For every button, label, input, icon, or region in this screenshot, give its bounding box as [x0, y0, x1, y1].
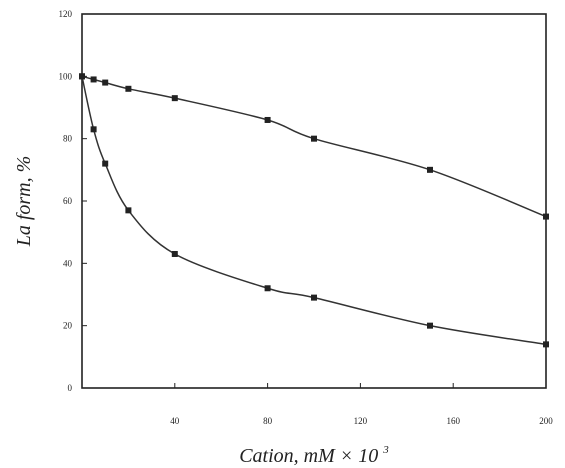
data-point [79, 73, 85, 80]
data-point [171, 95, 178, 102]
data-point [264, 285, 271, 292]
y-axis-ticks: 0 20 40 60 80 100 120 [59, 9, 87, 393]
data-point [311, 135, 317, 142]
data-point [427, 322, 433, 329]
x-axis-label-main: Cation, mM × 10 [239, 445, 378, 467]
data-point [125, 85, 132, 92]
series-line [81, 75, 547, 218]
y-tick-label: 100 [59, 71, 73, 81]
data-point [543, 341, 549, 348]
y-tick-label: 60 [63, 196, 73, 206]
y-tick-label: 120 [59, 9, 73, 19]
x-tick-label: 40 [170, 416, 180, 426]
y-tick-label: 20 [63, 321, 73, 331]
series-line [81, 76, 547, 346]
data-point [90, 76, 97, 83]
plot-frame [81, 13, 547, 389]
x-tick-label: 120 [354, 416, 368, 426]
data-point [102, 79, 109, 86]
series-1 [79, 73, 549, 220]
data-point [543, 213, 549, 220]
data-point [90, 126, 97, 133]
x-axis-ticks: 40 80 120 160 200 [170, 383, 553, 426]
x-axis-label-superscript: 3 [382, 444, 389, 456]
y-tick-label: 0 [68, 383, 73, 393]
data-point [311, 294, 317, 301]
data-point [125, 207, 132, 214]
data-point [264, 116, 271, 123]
series-2 [79, 73, 549, 348]
x-tick-label: 160 [446, 416, 460, 426]
series-layer [79, 73, 549, 348]
x-tick-label: 80 [263, 416, 273, 426]
x-tick-label: 200 [539, 416, 553, 426]
data-point [427, 166, 433, 173]
y-tick-label: 80 [63, 134, 73, 144]
x-axis-label: Cation, mM × 10 3 [239, 444, 389, 467]
data-point [102, 160, 109, 167]
y-axis-label: La form, % [13, 156, 35, 248]
data-point [171, 250, 178, 257]
y-tick-label: 40 [63, 258, 73, 268]
